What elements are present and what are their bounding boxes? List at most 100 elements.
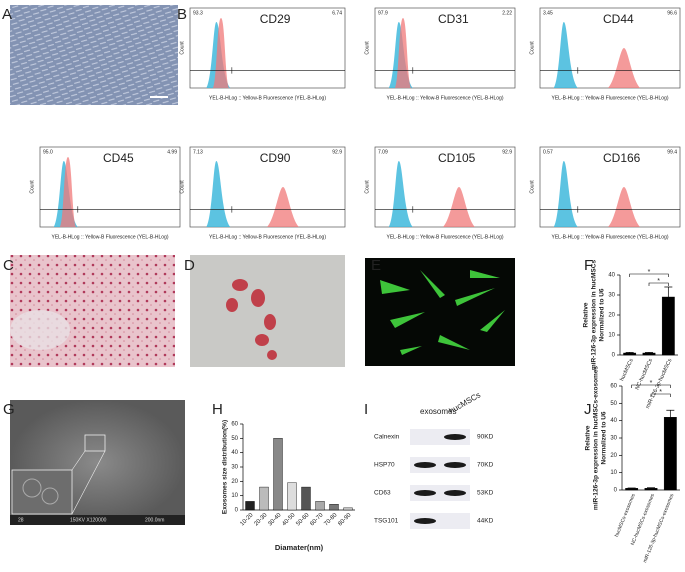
gate-left-value: 0.57 (543, 149, 553, 155)
y-tick-label: 40 (231, 450, 238, 456)
gate-right-value: 4.99 (167, 149, 177, 155)
blot-strip (410, 513, 470, 529)
inset (11, 469, 73, 515)
micrograph (365, 258, 515, 366)
gate-right-value: 96.6 (667, 10, 677, 16)
y-tick-label: 50 (610, 401, 617, 407)
gate-left-value: 97.9 (378, 10, 388, 16)
panel-letter: I (364, 401, 368, 418)
y-tick-label: 30 (610, 436, 617, 442)
panel-letter: A (2, 6, 12, 23)
y-axis-label: Count (179, 41, 185, 55)
y-axis-label: Normalized to U6 (599, 288, 606, 341)
size-label: 44KD (477, 518, 494, 525)
zoom-line (71, 450, 106, 515)
x-axis-label: YEL-B-HLog :: Yellow-B Fluorescence (YEL… (387, 95, 504, 101)
panel-letter: F (584, 257, 593, 274)
x-axis-label: YEL-B-HLog :: Yellow-B Fluorescence (YEL… (209, 234, 326, 240)
gate-right-value: 6.74 (332, 10, 342, 16)
x-axis-label: YEL-B-HLog :: Yellow-B Fluorescence (YEL… (52, 234, 169, 240)
sample-peak (443, 187, 475, 227)
significance-bracket (629, 273, 669, 277)
gate-left-value: 3.45 (543, 10, 553, 16)
gate-right-value: 2.22 (502, 10, 512, 16)
y-axis-label: Count (179, 180, 185, 194)
blot-strip (410, 457, 470, 473)
y-axis-label: Normalized to U6 (601, 411, 608, 464)
bar (315, 501, 325, 511)
histogram-frame (39, 146, 181, 228)
y-axis-label: Exosomes size distribution(%) (222, 420, 229, 514)
y-axis-label: miR-126-3p expression in hucMSCs (591, 260, 598, 371)
x-tick-label: 50-60 (295, 512, 311, 528)
x-tick-label: 80-90 (337, 512, 353, 528)
x-tick-label: 20-30 (253, 512, 269, 528)
y-tick-label: 10 (608, 333, 615, 339)
stain-blobs (226, 279, 277, 360)
zoom-line (71, 450, 86, 471)
vesicle (41, 487, 59, 505)
sample-peak (267, 187, 299, 227)
x-tick-label: 40-50 (281, 512, 297, 528)
y-tick-label: 0 (614, 488, 618, 494)
x-axis-label: YEL-B-HLog :: Yellow-B Fluorescence (YEL… (387, 234, 504, 240)
y-axis-label: Count (529, 180, 535, 194)
gate-left-value: 7.13 (193, 149, 203, 155)
y-tick-label: 20 (608, 313, 615, 319)
panel-letter: C (3, 257, 14, 274)
tem-info-bar (10, 515, 185, 525)
y-tick-label: 40 (610, 418, 617, 424)
protein-label: HSP70 (374, 462, 395, 469)
blot-strip (410, 429, 470, 445)
significance-mark: * (657, 278, 660, 285)
error-bar (664, 286, 673, 297)
y-tick-label: 30 (608, 293, 615, 299)
protein-label: TSG101 (374, 518, 399, 525)
y-tick-label: 10 (610, 470, 617, 476)
marker-name: CD105 (438, 151, 476, 165)
tem-text: 200.0nm (145, 517, 164, 523)
y-tick-label: 0 (235, 508, 239, 514)
y-axis-label: miR-126-3p expression in hucMSCs-exosome… (593, 366, 600, 511)
fluorescent-cells (380, 270, 505, 355)
x-tick-label: hucMSCs (619, 358, 635, 382)
significance-mark: * (659, 389, 662, 396)
tem-text: 150KV X120000 (70, 517, 107, 523)
marker-name: CD29 (260, 12, 291, 26)
bar (663, 417, 677, 491)
y-tick-label: 20 (231, 479, 238, 485)
significance-bracket (650, 393, 671, 397)
y-tick-label: 30 (231, 465, 238, 471)
y-tick-label: 40 (608, 273, 615, 279)
y-tick-label: 50 (231, 436, 238, 442)
y-tick-label: 60 (231, 422, 238, 428)
y-tick-label: 20 (610, 453, 617, 459)
micrograph (10, 5, 178, 105)
marker-name: CD166 (603, 151, 641, 165)
bar (642, 352, 656, 356)
y-tick-label: 10 (231, 493, 238, 499)
marker-name: CD31 (438, 12, 469, 26)
band (414, 490, 436, 496)
panel-letter: B (177, 6, 187, 23)
band (444, 490, 466, 496)
panel-letter: J (584, 401, 592, 418)
y-tick-label: 60 (610, 384, 617, 390)
marker-name: CD44 (603, 12, 634, 26)
significance-bracket (631, 384, 671, 388)
bar (644, 488, 658, 491)
bar (273, 438, 283, 511)
zoom-box (84, 434, 106, 452)
bar (661, 296, 675, 356)
tem-text: 28 (18, 517, 24, 523)
significance-bracket (648, 282, 669, 286)
x-tick-label: 10-20 (239, 512, 255, 528)
x-tick-label: 70-80 (323, 512, 339, 528)
size-label: 90KD (477, 434, 494, 441)
gate-left-value: 93.3 (193, 10, 203, 16)
vesicle (22, 478, 42, 498)
error-bar (666, 409, 675, 418)
histogram-frame (189, 7, 346, 89)
bar (343, 507, 353, 511)
